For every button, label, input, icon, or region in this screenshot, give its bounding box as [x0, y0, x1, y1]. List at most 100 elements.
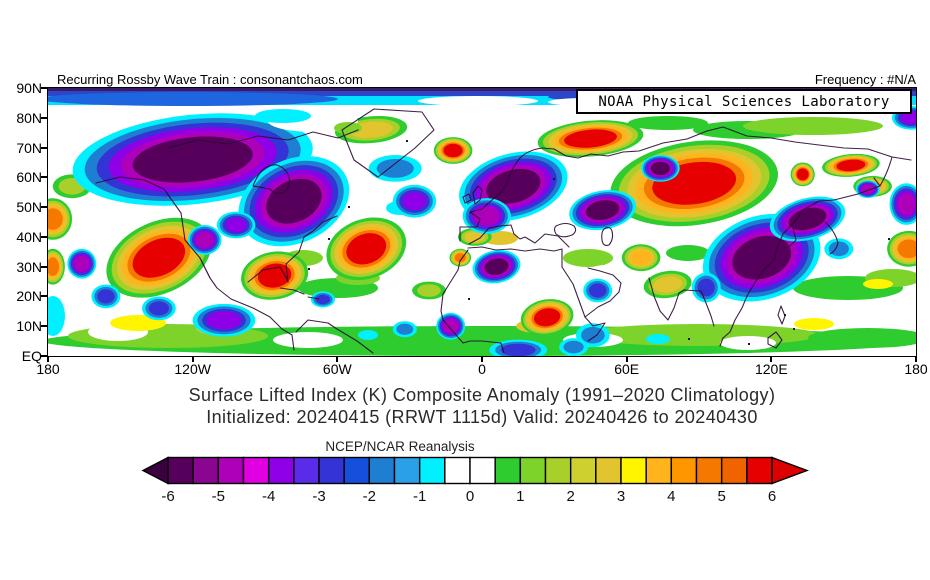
lat-tick-mark: [41, 295, 48, 298]
lon-tick-label: 120E: [754, 361, 788, 377]
anomaly-feature: [824, 238, 854, 260]
lon-tick-label: 60W: [322, 361, 352, 377]
lon-tick-mark: [625, 356, 628, 362]
colorbar: [141, 456, 810, 485]
lat-tick-label: 10N: [16, 318, 42, 335]
lat-tick-mark: [41, 116, 48, 119]
colorbar-segment: [343, 456, 371, 485]
colorbar-segment: [444, 456, 471, 485]
anomaly-feature: [559, 338, 589, 356]
colorbar-arrow-left: [141, 456, 169, 485]
anomaly-feature: [537, 120, 644, 158]
anomaly-map: [48, 88, 916, 356]
lon-tick-mark: [481, 356, 483, 362]
lon-tick-label: 180: [36, 361, 60, 377]
colorbar-segment: [469, 456, 496, 485]
anomaly-feature: [142, 296, 176, 321]
colorbar-segment: [242, 456, 270, 485]
anomaly-feature: [569, 190, 637, 231]
lat-tick-label: 20N: [16, 288, 42, 305]
noaa-credit-text: NOAA Physical Sciences Laboratory: [598, 93, 890, 110]
colorbar-segment: [418, 456, 446, 485]
colorbar-tick-label: -6: [161, 488, 175, 505]
lon-tick-mark: [47, 356, 49, 362]
colorbar-segment: [519, 456, 547, 485]
lat-tick-mark: [41, 355, 48, 357]
anomaly-feature: [621, 244, 661, 272]
anomaly-feature: [583, 278, 613, 303]
anomaly-feature: [368, 155, 422, 182]
lon-tick-label: 60E: [614, 361, 640, 377]
map-panel: NOAA Physical Sciences Laboratory: [47, 87, 917, 357]
anomaly-feature: [462, 198, 511, 234]
lat-tick-mark: [41, 87, 48, 89]
colorbar-segment: [167, 456, 194, 485]
lon-tick-label: 0: [478, 361, 486, 377]
anomaly-feature: [489, 339, 548, 356]
colorbar-segment: [494, 456, 522, 485]
lat-tick-label: EQ: [21, 348, 42, 364]
anomaly-feature: [67, 248, 97, 279]
island-speckles: [308, 140, 890, 345]
colorbar-segment: [217, 456, 245, 485]
lat-tick-label: 30N: [16, 258, 42, 275]
anomaly-feature: [241, 251, 309, 300]
colorbar-segment: [746, 456, 773, 485]
colorbar-tick-label: -4: [261, 488, 276, 505]
colorbar-tick-label: -1: [412, 488, 427, 505]
colorbar-segment: [670, 456, 698, 485]
anomaly-feature: [412, 281, 446, 300]
lat-tick-mark: [41, 325, 48, 328]
anomaly-feature: [392, 321, 417, 338]
anomaly-feature: [855, 180, 880, 199]
anomaly-feature: [48, 248, 65, 285]
chart-subtitle: Initialized: 20240415 (RRWT 1115d) Valid…: [206, 407, 758, 427]
colorbar-arrow-right: [771, 456, 810, 485]
anomaly-feature: [887, 230, 916, 267]
colorbar-tick-label: 2: [566, 488, 575, 505]
anomaly-feature: [822, 153, 880, 177]
anomaly-feature: [310, 291, 335, 308]
anomaly-feature: [326, 217, 407, 281]
lat-tick-label: 40N: [16, 228, 42, 245]
colorbar-tick-label: -2: [362, 488, 376, 505]
lat-tick-label: 80N: [16, 109, 42, 126]
colorbar-tick-label: 1: [516, 488, 525, 505]
coastlines: [95, 108, 912, 354]
anomaly-feature: [433, 137, 473, 164]
anomaly-feature: [187, 225, 222, 255]
colorbar-tick-label: 6: [767, 488, 777, 505]
colorbar-segment: [620, 456, 647, 485]
colorbar-tick-label: 0: [465, 488, 475, 505]
colorbar-tick-label: -5: [211, 488, 225, 505]
anomaly-feature: [641, 155, 680, 182]
lat-tick-label: 50N: [16, 199, 42, 216]
lat-tick-label: 70N: [16, 139, 42, 156]
anomaly-feature: [472, 250, 521, 284]
anomaly-feature: [449, 248, 472, 267]
noaa-credit-box: NOAA Physical Sciences Laboratory: [576, 89, 912, 114]
lon-tick-mark: [770, 356, 773, 362]
lon-tick-mark: [191, 356, 194, 362]
colorbar-segment: [393, 456, 421, 485]
colorbar-segment: [595, 456, 622, 485]
colorbar-segment: [293, 456, 320, 485]
lat-tick-mark: [41, 176, 48, 179]
anomaly-feature: [576, 323, 610, 348]
lon-tick-label: 180: [904, 361, 928, 377]
lon-tick-mark: [336, 356, 339, 362]
anomaly-feature: [691, 272, 721, 303]
colorbar-segment: [645, 456, 673, 485]
lat-tick-mark: [41, 235, 48, 238]
colorbar-segment: [695, 456, 723, 485]
credit-text: Recurring Rossby Wave Train : consonantc…: [57, 72, 363, 87]
colorbar-tick-label: 3: [616, 488, 626, 505]
anomaly-feature: [769, 196, 846, 242]
anomaly-feature: [392, 184, 437, 218]
colorbar-segment: [720, 456, 748, 485]
chart-title: Surface Lifted Index (K) Composite Anoma…: [188, 385, 776, 405]
colorbar-segment: [267, 456, 295, 485]
frequency-text: Frequency : #N/A: [814, 72, 916, 87]
lon-tick-mark: [915, 356, 917, 362]
